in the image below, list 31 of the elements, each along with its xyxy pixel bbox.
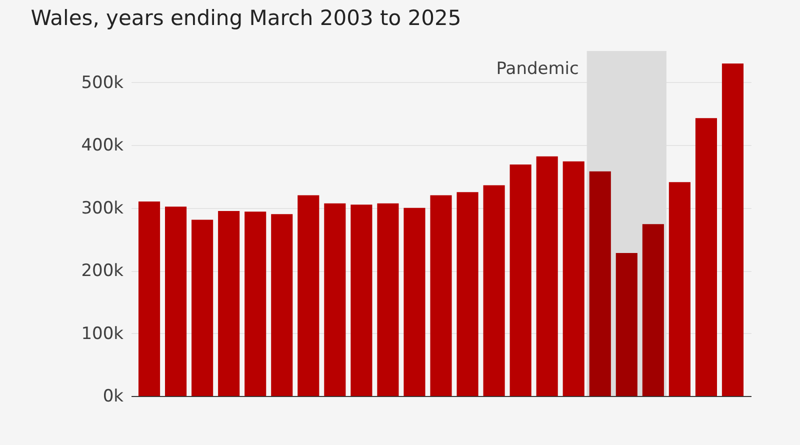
bar [642,224,664,396]
bar [271,214,293,396]
bar [589,171,611,396]
y-tick-label: 400k [81,136,124,156]
bar [377,203,399,396]
bar [668,182,690,396]
bar [510,164,532,396]
annotation: Pandemic [496,59,579,79]
bar [218,210,240,396]
bar [404,208,426,396]
bar [192,220,214,396]
bar [324,203,346,396]
bar [616,252,638,396]
y-tick-label: 100k [81,324,124,344]
bar [536,156,558,396]
bar [695,118,717,396]
bar [722,64,744,396]
chart-title: Wales, years ending March 2003 to 2025 [30,6,462,30]
bar [350,204,372,396]
y-tick-label: 500k [81,72,124,93]
bar [244,212,266,396]
bar [456,192,478,396]
bar [165,206,187,396]
bar [298,195,320,396]
y-tick-label: 200k [81,261,124,282]
bar [483,185,505,396]
bar [562,161,584,396]
bar [430,195,452,396]
y-tick-label: 0k [102,386,124,406]
bar [138,202,160,396]
y-tick-label: 300k [81,198,124,218]
